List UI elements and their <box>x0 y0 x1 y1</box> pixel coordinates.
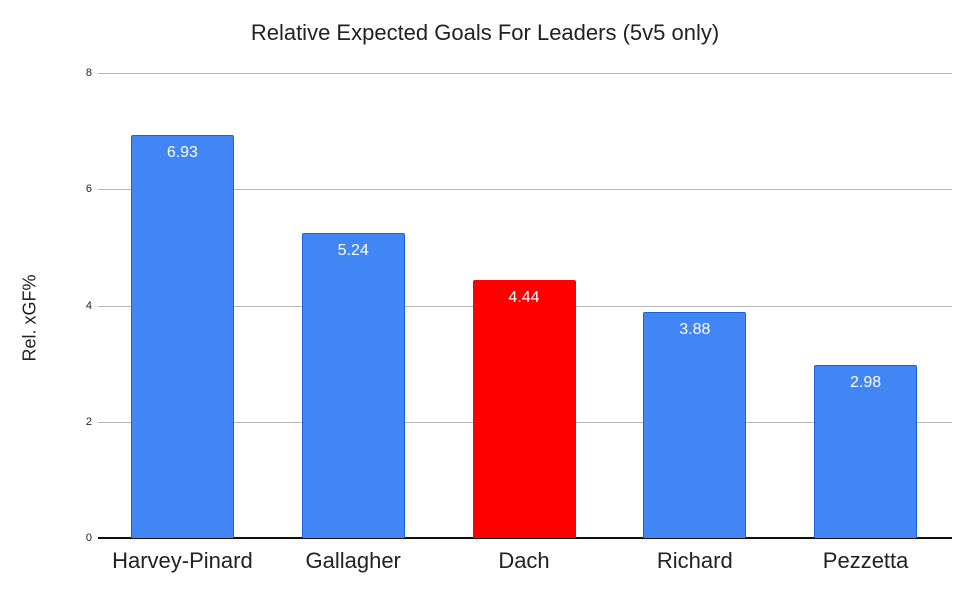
gridline <box>98 73 952 74</box>
x-category-label: Pezzetta <box>822 548 909 573</box>
bar: 2.98 <box>814 364 918 538</box>
x-category-label: Harvey-Pinard <box>112 548 253 573</box>
bar-value-label: 2.98 <box>850 373 882 391</box>
chart-title: Relative Expected Goals For Leaders (5v5… <box>250 20 720 45</box>
bar-value-label: 6.93 <box>166 144 198 162</box>
bar: 6.93 <box>130 135 234 538</box>
bar-value-label: 3.88 <box>679 321 711 339</box>
bar: 4.44 <box>472 279 576 538</box>
y-tick-label: 8 <box>85 67 92 79</box>
plot-area: 0 2 4 6 8 6.93 5.24 4.44 3.88 2.98 <box>86 67 952 544</box>
bar-value-label: 5.24 <box>337 242 369 260</box>
x-category-label: Gallagher <box>305 548 401 573</box>
x-category-label: Dach <box>498 548 550 573</box>
bar: 5.24 <box>301 233 405 538</box>
y-tick-label: 0 <box>85 532 92 544</box>
gridline <box>98 189 952 191</box>
bar: 3.88 <box>643 312 747 538</box>
x-category-label: Richard <box>656 548 733 573</box>
y-tick-label: 4 <box>85 299 92 312</box>
y-tick-label: 2 <box>85 415 92 428</box>
x-axis-line <box>98 537 952 539</box>
y-tick-label: 6 <box>85 183 92 196</box>
bar-value-label: 4.44 <box>508 288 540 306</box>
y-axis-label: Rel. xGF% <box>19 274 40 362</box>
